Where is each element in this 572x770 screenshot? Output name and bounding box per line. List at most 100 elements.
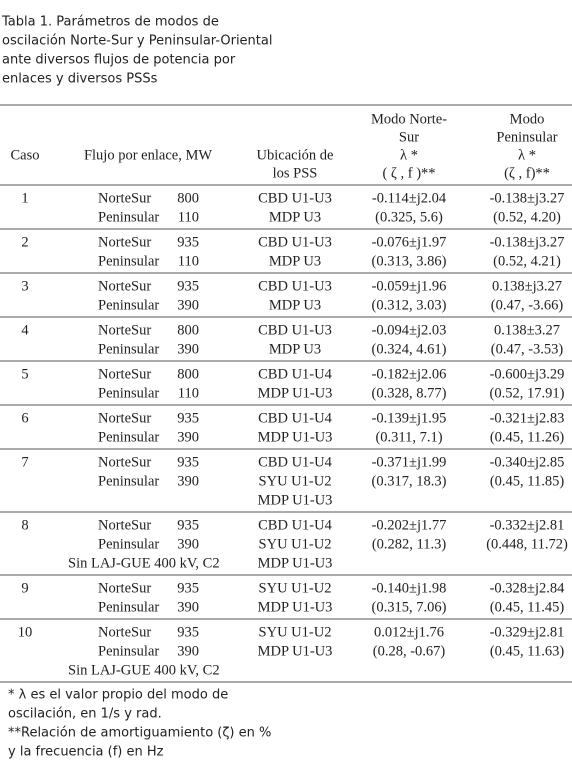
flow-name: Peninsular [98, 473, 159, 489]
mode-ns: (0.328, 8.77) [372, 385, 447, 401]
pss-location: MDP U1-U3 [258, 385, 333, 401]
mode-pen: (0.52, 4.21) [493, 253, 561, 269]
case-number: 9 [21, 580, 28, 596]
mode-ns: (0.312, 3.03) [372, 297, 447, 313]
header-cell: (ζ , f)** [504, 165, 550, 181]
mode-pen: -0.321±j2.83 [490, 410, 565, 426]
header-cell: Caso [11, 147, 40, 163]
mode-pen: -0.332±j2.81 [490, 517, 565, 533]
flow-value: 935 [177, 624, 199, 640]
flow-name: NorteSur [98, 278, 151, 294]
flow-value: 800 [177, 366, 199, 382]
flow-value: 390 [177, 297, 199, 313]
flow-name: Peninsular [98, 599, 159, 615]
caption-line: ante diversos flujos de potencia por [2, 53, 236, 68]
flow-value: 935 [177, 580, 199, 596]
mode-ns: (0.324, 4.61) [372, 341, 447, 357]
mode-ns: (0.315, 7.06) [372, 599, 447, 615]
case-number: 1 [21, 190, 28, 206]
header-cell: Peninsular [496, 129, 557, 145]
flow-value: 935 [177, 517, 199, 533]
mode-pen: (0.45, 11.26) [490, 429, 565, 445]
pss-location: MDP U3 [269, 341, 321, 357]
mode-ns: 0.012±j1.76 [374, 624, 444, 640]
flow-name: Peninsular [98, 253, 159, 269]
header-cell: λ * [400, 147, 418, 163]
pss-location: MDP U1-U3 [258, 599, 333, 615]
mode-pen: (0.45, 11.45) [490, 599, 565, 615]
flow-name: NorteSur [98, 410, 151, 426]
mode-ns: -0.182±j2.06 [372, 366, 447, 382]
flow-value: 110 [178, 209, 199, 225]
mode-ns: -0.140±j1.98 [372, 580, 447, 596]
flow-value: 935 [177, 234, 199, 250]
mode-ns: (0.282, 11.3) [372, 536, 447, 552]
mode-ns: (0.28, -0.67) [373, 643, 446, 659]
mode-ns: -0.094±j2.03 [372, 322, 447, 338]
mode-ns: -0.076±j1.97 [372, 234, 447, 250]
flow-name: Peninsular [98, 536, 159, 552]
mode-ns: -0.371±j1.99 [372, 454, 447, 470]
case-number: 6 [21, 410, 28, 426]
pss-location: SYU U1-U2 [259, 536, 332, 552]
footnote: **Relación de amortiguamiento (ζ) en % [8, 726, 271, 741]
pss-location: CBD U1-U4 [258, 366, 332, 382]
pss-location: CBD U1-U3 [258, 190, 332, 206]
flow-value: 935 [177, 410, 199, 426]
flow-name: NorteSur [98, 580, 151, 596]
mode-ns: (0.311, 7.1) [375, 429, 442, 445]
flow-name: NorteSur [98, 517, 151, 533]
mode-pen: (0.47, -3.53) [491, 341, 564, 357]
header-cell: λ * [518, 147, 536, 163]
header-cell: Ubicación de [257, 147, 334, 163]
pss-location: CBD U1-U4 [258, 410, 332, 426]
flow-value: 390 [177, 473, 199, 489]
mode-pen: (0.448, 11.72) [486, 536, 568, 552]
case-number: 8 [21, 517, 28, 533]
header-cell: los PSS [273, 165, 318, 181]
pss-location: SYU U1-U2 [259, 473, 332, 489]
mode-pen: -0.138±j3.27 [490, 234, 565, 250]
caption-line: oscilación Norte-Sur y Peninsular-Orient… [2, 34, 272, 49]
flow-value: 390 [177, 599, 199, 615]
mode-pen: -0.138±j3.27 [490, 190, 565, 206]
case-number: 10 [18, 624, 33, 640]
flow-name: Peninsular [98, 297, 159, 313]
flow-value: 390 [177, 536, 199, 552]
flow-value: 800 [177, 190, 199, 206]
mode-pen: (0.52, 17.91) [490, 385, 565, 401]
mode-ns: (0.317, 18.3) [372, 473, 447, 489]
caption-line: enlaces y diversos PSSs [2, 72, 158, 87]
footnote: * λ es el valor propio del modo de [8, 688, 228, 703]
flow-name: Peninsular [98, 209, 159, 225]
mode-pen: -0.329±j2.81 [490, 624, 565, 640]
pss-location: SYU U1-U2 [259, 580, 332, 596]
case-number: 3 [21, 278, 28, 294]
pss-location: CBD U1-U3 [258, 234, 332, 250]
flow-name: NorteSur [98, 454, 151, 470]
mode-ns: -0.114±j2.04 [372, 190, 447, 206]
flow-name: Peninsular [98, 429, 159, 445]
header-cell: Flujo por enlace, MW [84, 147, 212, 163]
mode-pen: (0.45, 11.63) [490, 643, 565, 659]
flow-name: NorteSur [98, 366, 151, 382]
flow-value: 110 [178, 253, 199, 269]
case-number: 4 [21, 322, 29, 338]
mode-ns: -0.202±j1.77 [372, 517, 447, 533]
flow-note: Sin LAJ-GUE 400 kV, C2 [68, 555, 220, 571]
pss-location: CBD U1-U3 [258, 322, 332, 338]
flow-value: 390 [177, 429, 199, 445]
mode-ns: -0.139±j1.95 [372, 410, 447, 426]
header-cell: Modo Norte- [371, 111, 447, 127]
mode-pen: -0.600±j3.29 [490, 366, 565, 382]
header-cell: ( ζ , f )** [382, 165, 435, 181]
flow-name: Peninsular [98, 643, 159, 659]
case-number: 2 [21, 234, 28, 250]
flow-name: Peninsular [98, 385, 159, 401]
mode-pen: (0.47, -3.66) [491, 297, 564, 313]
mode-pen: 0.138±j3.27 [492, 278, 562, 294]
mode-pen: (0.52, 4.20) [493, 209, 561, 225]
mode-ns: -0.059±j1.96 [372, 278, 447, 294]
pss-location: MDP U1-U3 [258, 555, 333, 571]
